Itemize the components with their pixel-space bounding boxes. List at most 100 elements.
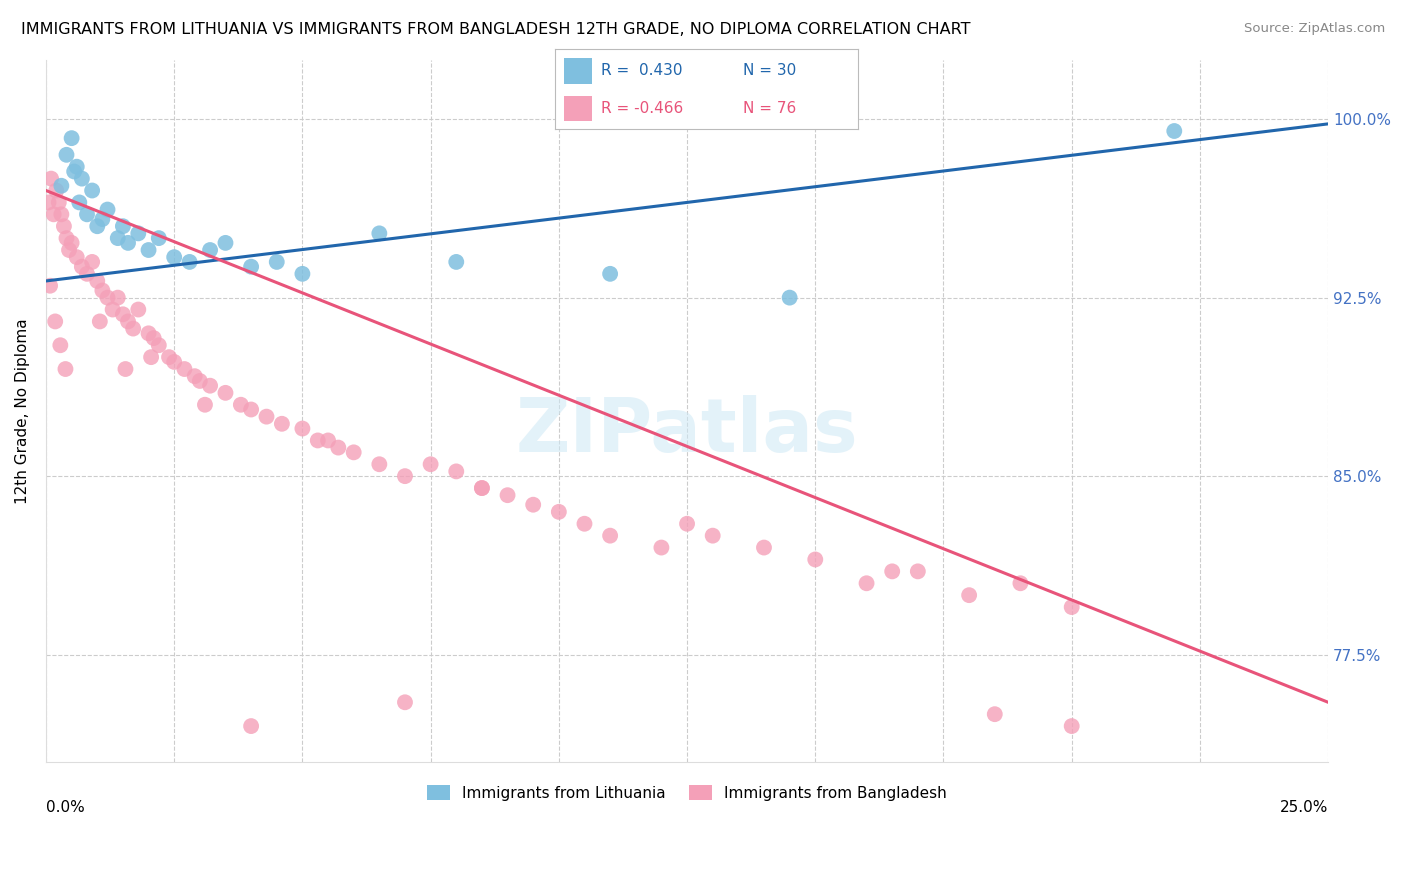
Point [752,541,775,555]
Text: 0.0%: 0.0% [46,800,84,815]
Point [76,267,98,281]
Point [82,184,104,198]
Point [163,355,186,369]
Point [60,131,83,145]
Point [89,314,111,328]
Point [96,202,118,217]
Point [148,231,170,245]
Point [394,695,416,709]
Legend: Immigrants from Lithuania, Immigrants from Bangladesh: Immigrants from Lithuania, Immigrants fr… [422,779,953,806]
Point [60,235,83,250]
Point [39,171,62,186]
Point [66,160,89,174]
Point [70,260,93,274]
Point [49,338,72,352]
Point [240,402,263,417]
Point [179,255,201,269]
Bar [564,58,592,84]
Point [804,552,827,566]
Point [91,212,114,227]
Text: R = -0.466: R = -0.466 [600,101,683,116]
Point [107,291,129,305]
Point [676,516,699,531]
Point [1060,719,1083,733]
Point [183,369,205,384]
Point [650,541,672,555]
Point [882,565,904,579]
Point [127,302,149,317]
Y-axis label: 12th Grade, No Diploma: 12th Grade, No Diploma [15,318,30,503]
Text: R =  0.430: R = 0.430 [600,63,682,78]
Point [86,219,108,234]
Point [256,409,278,424]
Point [173,362,195,376]
Point [138,326,160,341]
Point [1163,124,1185,138]
Point [702,529,724,543]
Point [446,255,468,269]
Point [214,235,236,250]
Point [394,469,416,483]
Point [76,207,98,221]
Point [107,231,129,245]
Point [198,378,221,392]
Point [139,350,162,364]
Point [316,434,339,448]
Point [984,707,1007,722]
Point [1060,600,1083,615]
Point [111,219,134,234]
Point [240,719,263,733]
Point [368,457,391,471]
Point [471,481,494,495]
Point [291,267,314,281]
Point [48,195,70,210]
Point [229,398,252,412]
Point [91,284,114,298]
Point [522,498,544,512]
Point [198,243,221,257]
Point [240,260,263,274]
Point [574,516,596,531]
Point [907,565,929,579]
Point [599,529,621,543]
Point [446,464,468,478]
Point [122,321,145,335]
Point [343,445,366,459]
Point [188,374,211,388]
Point [66,250,89,264]
Point [55,362,77,376]
Point [114,362,136,376]
Point [55,148,77,162]
Point [96,291,118,305]
Point [51,207,73,221]
Point [368,227,391,241]
Text: N = 76: N = 76 [742,101,796,116]
Point [328,441,350,455]
Point [44,314,66,328]
Text: N = 30: N = 30 [742,63,796,78]
Text: ZIPatlas: ZIPatlas [516,395,859,468]
Point [39,278,62,293]
Point [38,195,60,210]
Point [70,171,93,186]
Point [138,243,160,257]
Text: 25.0%: 25.0% [1279,800,1329,815]
Point [1010,576,1032,591]
Point [101,302,124,317]
Point [117,235,139,250]
Point [117,314,139,328]
Point [270,417,292,431]
Point [266,255,288,269]
Point [157,350,180,364]
Point [291,421,314,435]
Point [599,267,621,281]
Point [471,481,494,495]
Point [214,385,236,400]
Point [67,195,90,210]
Point [496,488,519,502]
Point [55,231,77,245]
Text: Source: ZipAtlas.com: Source: ZipAtlas.com [1244,22,1385,36]
Point [58,243,80,257]
Point [82,255,104,269]
Point [52,219,75,234]
